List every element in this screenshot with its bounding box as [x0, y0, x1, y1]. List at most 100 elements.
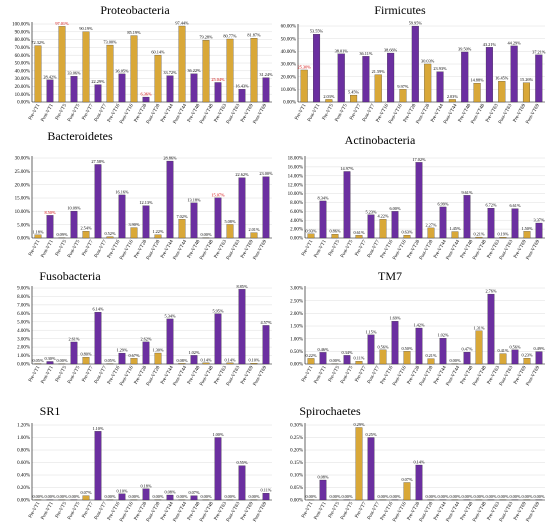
y-tick-label: 2.00%: [17, 346, 30, 351]
bar: [391, 321, 399, 365]
category-label: Post-VT63: [499, 365, 515, 387]
category-label: Pre-VT69: [240, 501, 255, 521]
category-label: Post-VT69: [253, 239, 269, 261]
category-label: Pre-VT28: [134, 239, 149, 259]
category-label: Pre-VT16: [380, 239, 395, 259]
category-label: Post-VT69: [526, 365, 542, 387]
data-label: 31.24%: [259, 72, 273, 77]
category-label: Post-VT5: [67, 501, 81, 521]
category-label: Pre-VT28: [407, 365, 422, 385]
y-tick-label: 3.00%: [17, 337, 30, 342]
data-label: 0.00%: [473, 494, 485, 499]
bar: [70, 341, 78, 365]
bar: [202, 362, 210, 365]
category-label: Pre-VT1: [28, 239, 41, 257]
data-label: 0.10%: [248, 358, 260, 363]
data-label: 0.00%: [377, 494, 389, 499]
bar: [94, 431, 102, 501]
category-label: Post-VT44: [446, 365, 462, 387]
bar: [214, 197, 222, 239]
category-label: Pre-VT63: [487, 239, 502, 259]
bar: [499, 237, 507, 239]
data-label: 1.22%: [152, 229, 164, 234]
bar: [387, 52, 395, 103]
bar: [307, 358, 315, 365]
category-label: Post-VT63: [499, 501, 515, 523]
category-label: Post-VT48: [472, 365, 488, 387]
data-label: 0.21%: [425, 353, 437, 358]
data-label: 36.11%: [359, 51, 373, 56]
category-label: Post-VT28: [146, 501, 162, 523]
y-tick-label: 10.00%: [15, 93, 30, 98]
data-label: 0.08%: [176, 358, 188, 363]
category-label: Post-VT5: [340, 365, 354, 385]
bar: [46, 215, 54, 239]
category-label: Post-VT69: [526, 501, 542, 523]
bar: [475, 236, 483, 239]
data-label: 23.00%: [259, 171, 273, 176]
data-label: 2.76%: [485, 289, 497, 294]
category-label: Post-VT1: [41, 501, 55, 521]
category-label: Post-VT44: [443, 103, 459, 125]
bar: [118, 194, 126, 239]
category-label: Pre-VT63: [485, 103, 500, 123]
bar: [427, 227, 435, 239]
data-label: 0.00%: [68, 494, 80, 499]
bar: [523, 358, 531, 365]
category-label: Post-VT63: [226, 239, 242, 261]
bar: [82, 231, 90, 239]
category-label: Pre-VT63: [214, 365, 229, 385]
data-label: 6.61%: [509, 203, 521, 208]
bar: [448, 99, 456, 103]
data-label: 0.00%: [56, 358, 68, 363]
category-label: Pre-VT1: [28, 103, 41, 121]
category-label: Post-VT16: [392, 501, 408, 523]
bar: [485, 47, 493, 103]
data-label: 0.61%: [353, 230, 365, 235]
data-label: 0.46%: [317, 347, 329, 352]
y-tick-label: 40.00%: [15, 69, 30, 74]
panel-spirochaetes: Spirochaetes 0.00%0.05%0.10%0.15%0.20%0.…: [290, 404, 545, 523]
data-label: 5.95%: [212, 308, 224, 313]
panel-title-actinobacteria: Actinobacteria: [345, 133, 416, 147]
category-label: Pre-VT16: [107, 239, 122, 259]
y-tick-label: 0.00%: [17, 363, 30, 368]
category-label: Post-VT7: [94, 103, 108, 123]
y-tick-label: 20.00%: [281, 75, 296, 80]
category-label: Post-VT16: [119, 239, 135, 261]
data-label: 2.03%: [323, 94, 335, 99]
data-label: 85.19%: [127, 30, 141, 35]
category-label: Pre-VT28: [134, 501, 149, 521]
bar: [331, 234, 339, 239]
data-label: 16.43%: [235, 84, 249, 89]
category-label: Post-VT1: [314, 365, 328, 385]
y-tick-label: 30.00%: [281, 63, 296, 68]
category-label: Pre-VT7: [82, 501, 95, 519]
y-tick-label: 0.30%: [290, 424, 303, 429]
category-label: Pre-VT63: [214, 501, 229, 521]
y-tick-label: 0.20%: [290, 449, 303, 454]
data-label: 1.29%: [116, 348, 128, 353]
data-label: 0.00%: [224, 494, 236, 499]
data-label: 1.69%: [389, 316, 401, 321]
data-label: 0.00%: [449, 358, 461, 363]
category-label: Pre-VT48: [460, 365, 475, 385]
data-label: 0.00%: [44, 494, 56, 499]
category-label: Post-VT48: [199, 365, 215, 387]
panel-title-tm7: TM7: [378, 269, 402, 283]
category-label: Post-VT1: [307, 103, 321, 123]
data-label: 0.00%: [497, 494, 509, 499]
bar: [46, 361, 54, 365]
data-label: 27.58%: [91, 159, 105, 164]
data-label: 0.55%: [236, 460, 248, 465]
bar: [367, 334, 375, 365]
data-label: 0.00%: [200, 494, 212, 499]
data-label: 0.49%: [533, 346, 545, 351]
data-label: 97.44%: [175, 20, 189, 25]
data-label: 15.26%: [520, 77, 534, 82]
category-label: Pre-VT63: [487, 365, 502, 385]
category-label: Post-VT48: [199, 239, 215, 261]
bar: [343, 171, 351, 239]
data-label: 0.05%: [32, 358, 44, 363]
category-label: Pre-VT5: [55, 365, 68, 383]
